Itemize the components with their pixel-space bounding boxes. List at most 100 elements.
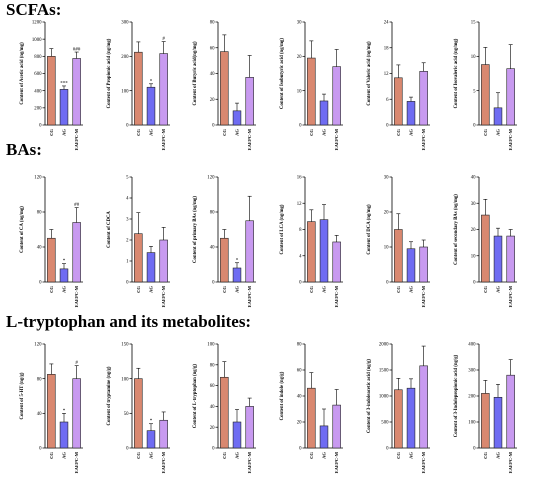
y-tick-label: 4 bbox=[299, 254, 302, 259]
y-tick-label: 80 bbox=[37, 211, 42, 216]
bar bbox=[332, 241, 341, 283]
x-tick-label: CG bbox=[309, 452, 314, 459]
significance-label: # bbox=[75, 361, 78, 366]
x-tick-label: AG bbox=[62, 129, 67, 136]
bar bbox=[159, 53, 168, 126]
bar bbox=[220, 51, 229, 126]
bar bbox=[307, 221, 316, 283]
significance-label: * bbox=[150, 79, 153, 84]
chart-panel: 0 10 20 30 Content of Isobutyric acid (ng/mg… bbox=[280, 21, 343, 150]
x-tick-label: AG bbox=[409, 286, 414, 293]
y-axis-label: Content of DCA (ng/mg) bbox=[367, 204, 372, 255]
y-axis-label: Content of Propionic acid (ng/mg) bbox=[107, 38, 112, 108]
bar bbox=[245, 220, 254, 283]
y-tick-label: 20 bbox=[297, 55, 302, 60]
bar bbox=[493, 396, 503, 449]
x-tick-label: AG bbox=[235, 286, 240, 293]
y-tick-label: 100 bbox=[121, 377, 129, 382]
y-tick-label: 30 bbox=[471, 202, 476, 207]
x-tick-label: EAEPC-M bbox=[508, 285, 513, 307]
y-axis-label: Content of CA (ng/mg) bbox=[20, 206, 25, 253]
y-axis-label: Content of Acetic acid (ng/mg) bbox=[20, 42, 25, 105]
x-tick-label: CG bbox=[483, 129, 488, 136]
bar bbox=[47, 237, 56, 283]
x-tick-label: CG bbox=[396, 129, 401, 136]
y-tick-label: 10 bbox=[471, 254, 476, 259]
chart-panel: 0 6 12 18 24 Content of Valeric acid (ng/mg) C… bbox=[367, 21, 430, 150]
y-tick-label: 80 bbox=[210, 211, 215, 216]
y-tick-label: 80 bbox=[297, 343, 302, 348]
bar bbox=[493, 107, 503, 126]
y-tick-label: 200 bbox=[34, 106, 42, 111]
chart-panel: 0 5 10 15 Content of Isovaleric acid (ng/mg)… bbox=[454, 21, 517, 150]
x-tick-label: CG bbox=[136, 452, 141, 459]
y-tick-label: 400 bbox=[468, 343, 476, 348]
x-tick-label: AG bbox=[235, 452, 240, 459]
section-title-bas: BAs: bbox=[6, 140, 42, 159]
y-tick-label: 400 bbox=[34, 89, 42, 94]
x-tick-label: AG bbox=[496, 452, 501, 459]
bar bbox=[406, 101, 416, 126]
significance-label: * bbox=[63, 409, 66, 414]
y-axis-label: Content of CDCA bbox=[107, 211, 112, 248]
y-tick-label: 12 bbox=[384, 72, 389, 77]
bar bbox=[307, 387, 316, 449]
bar bbox=[245, 77, 254, 126]
y-tick-label: 40 bbox=[37, 246, 42, 251]
x-tick-label: CG bbox=[49, 129, 54, 136]
bar bbox=[394, 77, 403, 126]
y-axis-label: Content of Butyric acid(ng/mg) bbox=[193, 41, 198, 105]
y-tick-label: 40 bbox=[210, 405, 215, 410]
y-axis-label: Content of secondary BAs (ng/mg) bbox=[454, 194, 459, 265]
bar bbox=[506, 68, 515, 126]
bar bbox=[134, 51, 143, 126]
bar bbox=[319, 100, 329, 126]
y-axis-label: Content of primary BAs (ng/mg) bbox=[193, 196, 198, 263]
bar bbox=[72, 378, 81, 449]
chart-panel: 0 100 200 300 Content of Propionic acid (ng/… bbox=[107, 21, 170, 150]
x-tick-label: AG bbox=[409, 129, 414, 136]
significance-label: ## bbox=[74, 203, 80, 208]
bar bbox=[332, 404, 341, 449]
y-tick-label: 6 bbox=[386, 98, 389, 103]
chart-panel: 0 20 40 60 80 Content of Butyric acid(ng/mg) C… bbox=[193, 21, 256, 150]
y-tick-label: 100 bbox=[121, 89, 129, 94]
x-tick-label: AG bbox=[149, 452, 154, 459]
y-tick-label: 40 bbox=[37, 412, 42, 417]
x-tick-label: EAEPC-M bbox=[421, 451, 426, 473]
bar bbox=[232, 267, 242, 283]
y-tick-label: 18 bbox=[384, 46, 389, 51]
bar bbox=[72, 222, 81, 283]
bar bbox=[146, 86, 156, 126]
y-tick-label: 20 bbox=[384, 211, 389, 216]
y-tick-label: 20 bbox=[297, 421, 302, 426]
bar bbox=[159, 419, 168, 449]
chart-panel: 0 40 80 120 Content of 5-HT (ng/g) CG * AG # EAEP… bbox=[20, 343, 83, 473]
x-tick-label: CG bbox=[49, 286, 54, 293]
chart-panel: 0 10 20 30 40 Content of secondary BAs (ng/mg… bbox=[454, 176, 517, 307]
y-tick-label: 120 bbox=[34, 176, 42, 181]
x-tick-label: AG bbox=[496, 129, 501, 136]
x-tick-label: EAEPC-M bbox=[74, 451, 79, 473]
y-tick-label: 24 bbox=[384, 21, 389, 26]
chart-panel: 0 10 20 30 Content of DCA (ng/mg) CG AG EAEPC-M bbox=[367, 176, 430, 307]
y-tick-label: 0 bbox=[386, 447, 389, 452]
bar bbox=[47, 374, 56, 449]
bar bbox=[394, 229, 403, 283]
y-tick-label: 0 bbox=[212, 124, 215, 129]
y-tick-label: 120 bbox=[34, 343, 42, 348]
bar bbox=[232, 421, 242, 449]
section-title-tryptophan: L-tryptophan and its metabolites: bbox=[6, 312, 252, 331]
y-tick-label: 20 bbox=[210, 426, 215, 431]
y-tick-label: 1500 bbox=[379, 369, 389, 374]
bar bbox=[146, 252, 156, 283]
x-tick-label: AG bbox=[409, 452, 414, 459]
bar bbox=[146, 430, 156, 449]
x-tick-label: EAEPC-M bbox=[334, 128, 339, 150]
y-axis-label: Content of Isobutyric acid (ng/mg) bbox=[280, 38, 285, 109]
bar bbox=[59, 268, 69, 283]
significance-label: * bbox=[63, 259, 66, 264]
y-tick-label: 40 bbox=[210, 72, 215, 77]
y-tick-label: 120 bbox=[207, 176, 215, 181]
y-tick-label: 0 bbox=[126, 447, 129, 452]
